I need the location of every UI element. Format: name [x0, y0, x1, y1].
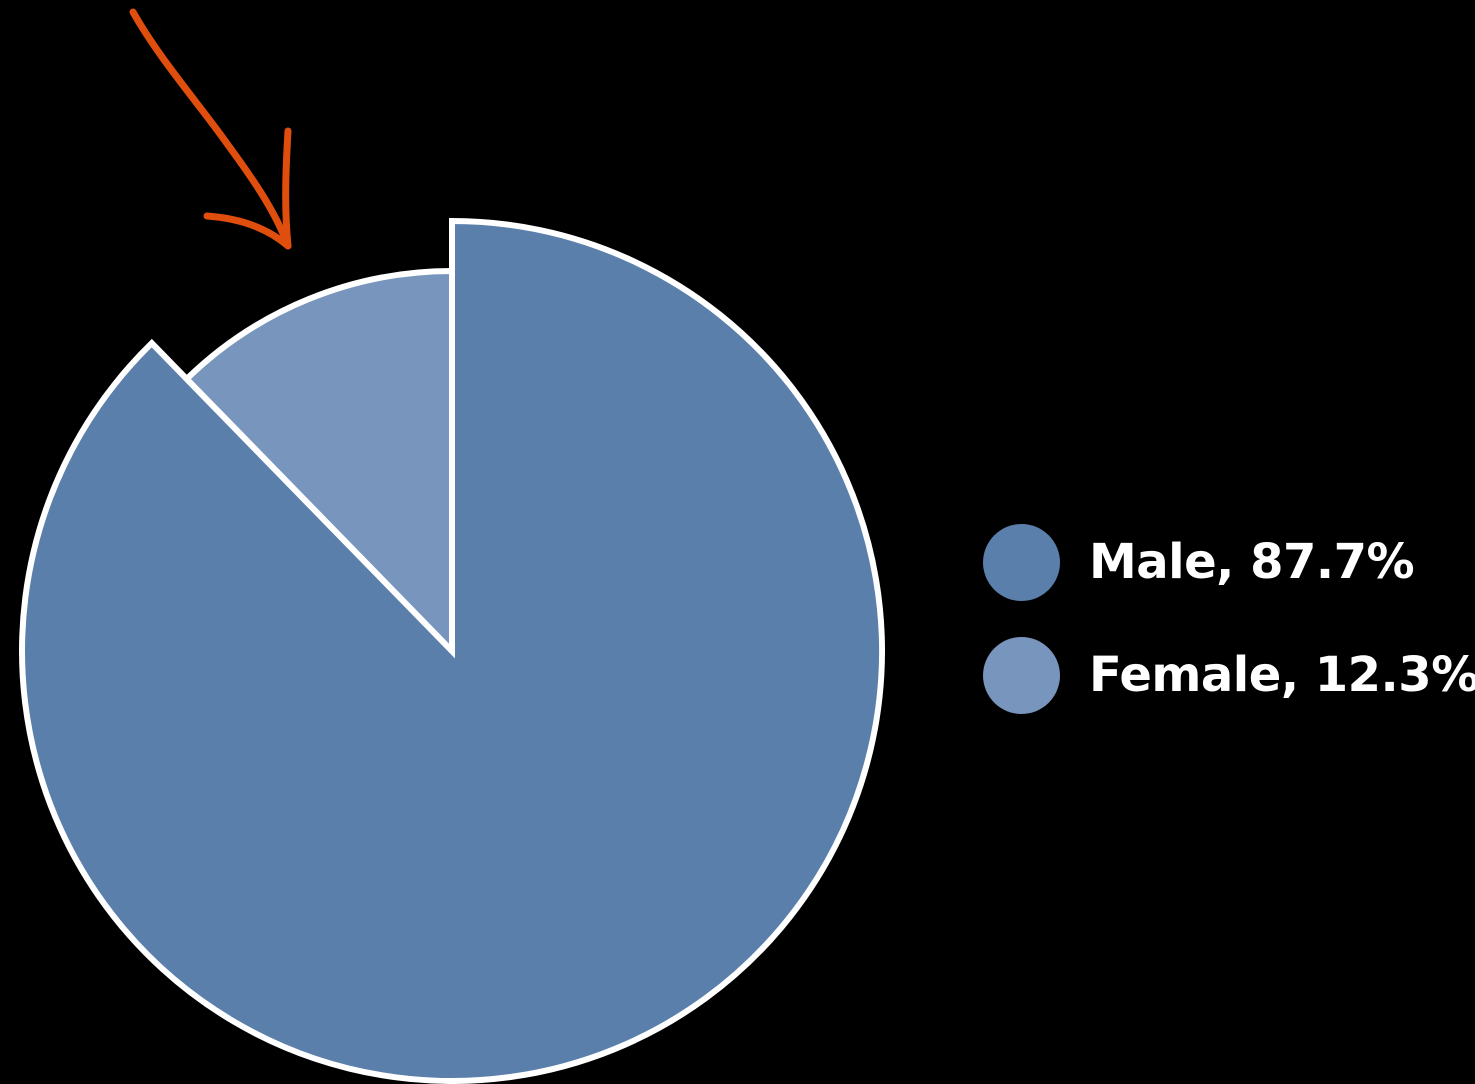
legend: Male, 87.7% Female, 12.3%	[983, 523, 1475, 714]
pie-slice-female	[182, 267, 455, 659]
pie-slice-male	[19, 217, 885, 1084]
legend-label-male: Male, 87.7%	[1089, 534, 1415, 590]
annotation-arrow-shaft	[129, 8, 292, 250]
legend-swatch-male	[983, 523, 1060, 601]
legend-item-female: Female, 12.3%	[983, 636, 1475, 714]
pie-slices	[19, 217, 885, 1084]
legend-label-female: Female, 12.3%	[1089, 647, 1475, 703]
legend-item-male: Male, 87.7%	[983, 523, 1475, 601]
annotation-arrow-head-icon	[203, 127, 292, 250]
legend-swatch-female	[983, 636, 1060, 714]
